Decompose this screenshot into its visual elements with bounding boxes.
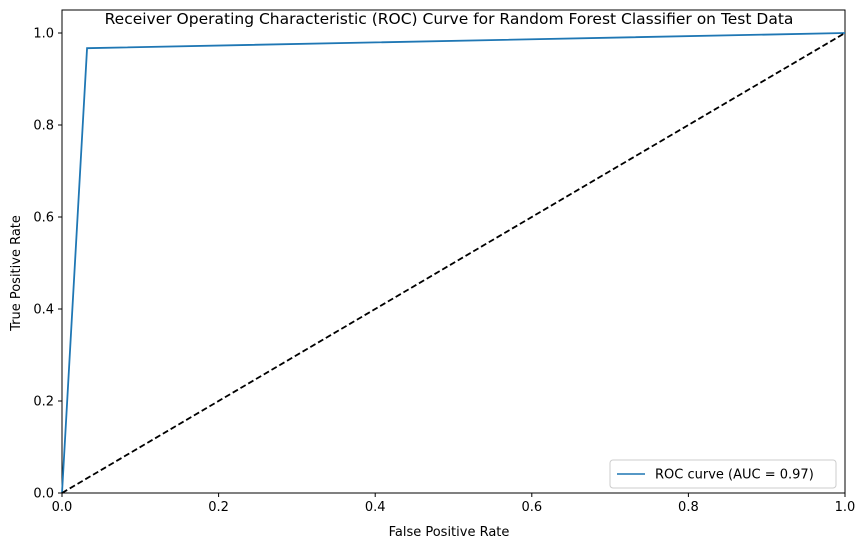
x-tick-label: 1.0 [835,500,856,515]
chart-title: Receiver Operating Characteristic (ROC) … [105,10,794,28]
x-tick-label: 0.0 [52,500,73,515]
y-tick-label: 0.2 [33,395,54,410]
y-tick-label: 0.0 [33,487,54,502]
x-axis-ticks: 0.0 0.2 0.4 0.6 0.8 1.0 [52,493,856,515]
legend: ROC curve (AUC = 0.97) [609,459,837,489]
x-tick-label: 0.4 [365,500,386,515]
plot-frame [61,9,846,494]
plot-area: 0.0 0.2 0.4 0.6 0.8 1.0 0.0 0.2 0.4 0.6 0.8 1.0 [33,9,856,515]
x-tick-label: 0.8 [678,500,699,515]
chance-diagonal-line [61,32,846,494]
series-layer [61,32,846,494]
y-tick-label: 0.8 [33,119,54,134]
x-axis-label: False Positive Rate [389,525,510,540]
x-tick-label: 0.2 [208,500,229,515]
legend-box [609,459,837,489]
legend-label-roc: ROC curve (AUC = 0.97) [655,468,814,483]
roc-curve-line [61,32,846,494]
y-tick-label: 0.6 [33,211,54,226]
y-axis-label: True Positive Rate [9,215,24,332]
y-tick-label: 1.0 [33,27,54,42]
x-tick-label: 0.6 [521,500,542,515]
y-axis-ticks: 0.0 0.2 0.4 0.6 0.8 1.0 [33,27,62,502]
y-tick-label: 0.4 [33,303,54,318]
